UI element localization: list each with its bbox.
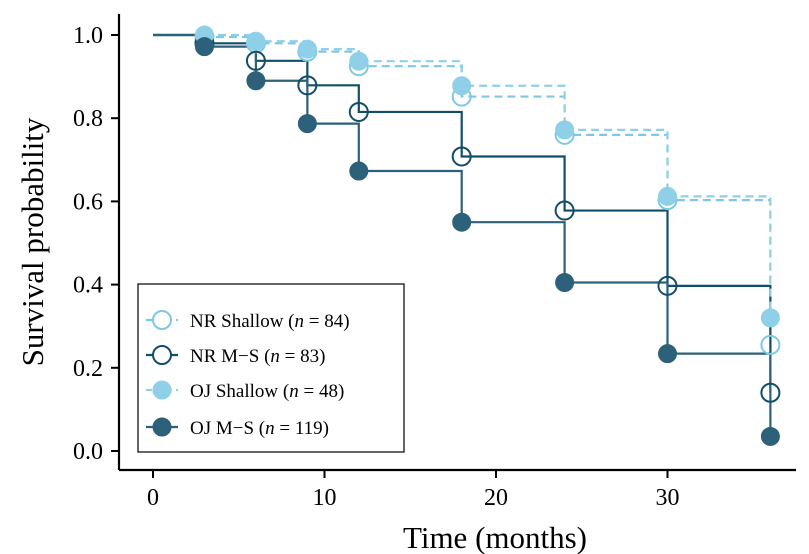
legend-items: NR Shallow (n = 84) NR M−S (n = 83) OJ Sha… <box>146 310 350 439</box>
legend-marker-0 <box>152 310 172 330</box>
legend-marker-2 <box>152 380 172 400</box>
data-point-series-1 <box>297 75 318 96</box>
data-point-series-2 <box>555 120 575 140</box>
data-point-series-1 <box>451 146 472 167</box>
legend-label-0: NR Shallow (n = 84) <box>190 311 350 332</box>
data-point-series-2 <box>658 186 677 206</box>
data-point-series-1 <box>554 200 575 221</box>
legend: NR Shallow (n = 84) NR M−S (n = 83) OJ Sha… <box>137 283 405 453</box>
y-tick-label: 0.4 <box>73 273 103 299</box>
x-axis-ticks: 0 10 20 30 <box>147 470 680 511</box>
y-tick-label: 1.0 <box>73 23 103 49</box>
data-point-series-2 <box>297 39 317 59</box>
x-tick-label: 20 <box>484 485 508 511</box>
y-tick-label: 0.2 <box>73 356 103 382</box>
plot-area <box>153 25 781 446</box>
legend-marker-1 <box>152 345 172 365</box>
data-point-series-2 <box>452 76 472 96</box>
data-point-series-3 <box>297 114 317 134</box>
legend-label-3: OJ M−S (n = 119) <box>190 418 329 439</box>
data-point-series-2 <box>349 51 369 71</box>
data-point-series-1 <box>760 382 781 403</box>
y-axis-ticks: 0.0 0.2 0.4 0.6 0.8 1.0 <box>73 23 119 465</box>
x-tick-label: 10 <box>313 485 337 511</box>
y-tick-label: 0.8 <box>73 106 103 132</box>
data-point-series-3 <box>194 37 214 57</box>
data-point-series-2 <box>246 31 266 51</box>
x-tick-label: 0 <box>147 485 159 511</box>
data-point-series-1 <box>348 101 369 122</box>
legend-label-1: NR M−S (n = 83) <box>190 346 325 367</box>
y-axis-title: Survival probability <box>15 117 50 366</box>
data-point-series-3 <box>760 426 780 446</box>
legend-box <box>137 283 405 453</box>
series-line-1 <box>153 33 772 393</box>
data-point-series-3 <box>658 344 677 364</box>
x-tick-label: 30 <box>656 485 680 511</box>
data-point-series-3 <box>555 273 575 293</box>
data-point-series-3 <box>246 71 266 91</box>
x-axis-title: Time (months) <box>403 520 587 554</box>
legend-label-2: OJ Shallow (n = 48) <box>190 381 344 402</box>
data-point-series-3 <box>452 212 472 232</box>
legend-marker-3 <box>152 417 172 437</box>
y-tick-label: 0.0 <box>73 439 103 465</box>
data-point-series-3 <box>349 161 369 181</box>
data-point-series-2 <box>760 308 780 328</box>
data-point-series-0 <box>760 334 781 355</box>
data-point-series-1 <box>245 50 266 71</box>
y-tick-label: 0.6 <box>73 189 103 215</box>
data-point-series-1 <box>657 275 678 296</box>
